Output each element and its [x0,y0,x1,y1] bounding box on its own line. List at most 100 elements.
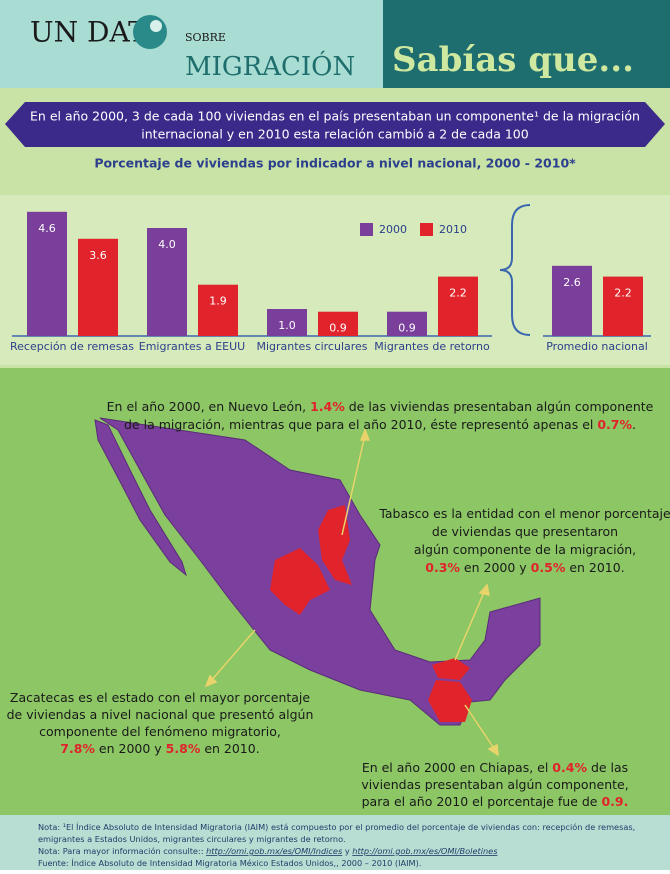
highlight: 0.3% [425,560,460,575]
text-segment: de la migración, mientras que para el añ… [124,417,597,432]
logo-icon-dot [150,20,162,32]
text-segment: de viviendas que presentaron [432,524,618,539]
x-tick-label: Migrantes de retorno [374,340,490,353]
value-label: 2.2 [614,287,632,300]
text-segment: para el año 2010 el porcentaje fue de [362,794,602,809]
highlight: 7.8% [60,741,95,756]
text-segment: Tabasco es la entidad con el menor porce… [378,506,670,521]
banner [5,102,665,147]
value-label: 2.6 [563,276,581,289]
bar [147,228,187,336]
text-segment: en 2010. [200,741,259,756]
nuevo-leon [318,505,352,585]
logo-small: SOBRE [185,31,226,44]
legend-swatch [420,223,433,236]
annotation-line: de la migración, mientras que para el añ… [124,417,636,432]
baja-california [94,419,187,577]
header-title: Sabías que... [392,40,634,80]
text-segment: . [632,417,636,432]
highlight: 5.8% [166,741,201,756]
annotation-line: de viviendas a nivel nacional que presen… [7,707,314,722]
highlight: 0.9. [601,794,628,809]
text-segment: de las [587,760,628,775]
text-segment: de las viviendas presentaban algún compo… [345,399,654,414]
bar [78,238,118,336]
legend-swatch [360,223,373,236]
annotation-line: viviendas presentaban algún componente, [361,777,628,792]
arrow [464,704,496,751]
text-segment: en 2000 y [95,741,166,756]
text-segment: viviendas presentaban algún componente, [361,777,628,792]
arrow-head [204,674,218,688]
bar [198,284,238,336]
text-segment: componente del fenómeno migratorio, [39,724,281,739]
annotation-line: para el año 2010 el porcentaje fue de 0.… [362,794,629,809]
value-label: 0.9 [398,322,416,335]
arrow-head [478,583,490,596]
bar [603,276,643,336]
tabasco [432,658,470,680]
text-segment: En el año 2000, en Nuevo León, [107,399,310,414]
annotation-line: 0.3% en 2000 y 0.5% en 2010. [425,560,624,575]
chart-title: Porcentaje de viviendas por indicador a … [94,156,576,171]
arrow [209,629,256,683]
bar [552,265,592,336]
text-segment: de viviendas a nivel nacional que presen… [7,707,314,722]
value-label: 0.9 [329,322,347,335]
bar [318,311,358,336]
footer [0,815,670,870]
x-tick-label: Promedio nacional [546,340,648,353]
logo-icon [133,15,167,49]
text-segment: emigrantes a Estados Unidos, migrantes c… [38,834,346,844]
bar [27,211,67,336]
zacatecas [270,548,330,615]
value-label: 4.6 [38,222,56,235]
link[interactable]: http://omi.gob.mx/es/OMI/Boletines [352,846,498,856]
annotation-line: Zacatecas es el estado con el mayor porc… [10,690,311,705]
annotation-line: En el año 2000 en Chiapas, el 0.4% de la… [362,760,628,775]
annotation-line: emigrantes a Estados Unidos, migrantes c… [38,834,346,844]
chiapas [428,680,472,722]
text-segment: algún componente de la migración, [414,542,636,557]
text-segment: Nota: ¹El Índice Absoluto de Intensidad … [38,821,635,832]
legend-label: 2000 [379,223,407,236]
annotation-line: 7.8% en 2000 y 5.8% en 2010. [60,741,259,756]
text-segment: Fuente: Índice Absoluto de Intensidad Mi… [38,857,421,868]
text-segment: En el año 2000 en Chiapas, el [362,760,552,775]
value-label: 1.9 [209,295,227,308]
highlight: 1.4% [310,399,345,414]
bar [387,311,427,336]
logo-bottom: MIGRACIÓN [185,50,355,82]
annotation-line: En el año 2000, en Nuevo León, 1.4% de l… [107,399,654,414]
value-label: 2.2 [449,287,467,300]
bar [438,276,478,336]
annotation-line: componente del fenómeno migratorio, [39,724,281,739]
value-label: 4.0 [158,238,176,251]
highlight: 0.7% [597,417,632,432]
text-segment: y [342,846,352,856]
brace [499,204,531,336]
highlight: 0.5% [531,560,566,575]
x-tick-label: Migrantes circulares [256,340,367,353]
header-left [0,0,383,88]
header-right [383,0,670,88]
text-segment: en 2010. [565,560,624,575]
logo-top: UN DAT [30,16,147,49]
arrow-head [359,427,371,441]
annotation-line: Fuente: Índice Absoluto de Intensidad Mi… [38,857,421,868]
x-tick-label: Recepción de remesas [10,340,134,353]
banner-line: internacional y en 2010 esta relación ca… [141,127,528,142]
link[interactable]: http://omi.gob.mx/es/OMI/Indices [206,846,343,856]
arrow [341,434,366,536]
highlight: 0.4% [552,760,587,775]
legend-label: 2010 [439,223,467,236]
banner-line: En el año 2000, 3 de cada 100 viviendas … [30,109,640,124]
annotation-line: Nota: Para mayor información consulte:: … [38,846,498,856]
annotation-line: Tabasco es la entidad con el menor porce… [378,506,670,521]
text-segment: Zacatecas es el estado con el mayor porc… [10,690,311,705]
arrow-head [487,743,499,757]
annotation-line: de viviendas que presentaron [432,524,618,539]
value-label: 3.6 [89,249,107,262]
